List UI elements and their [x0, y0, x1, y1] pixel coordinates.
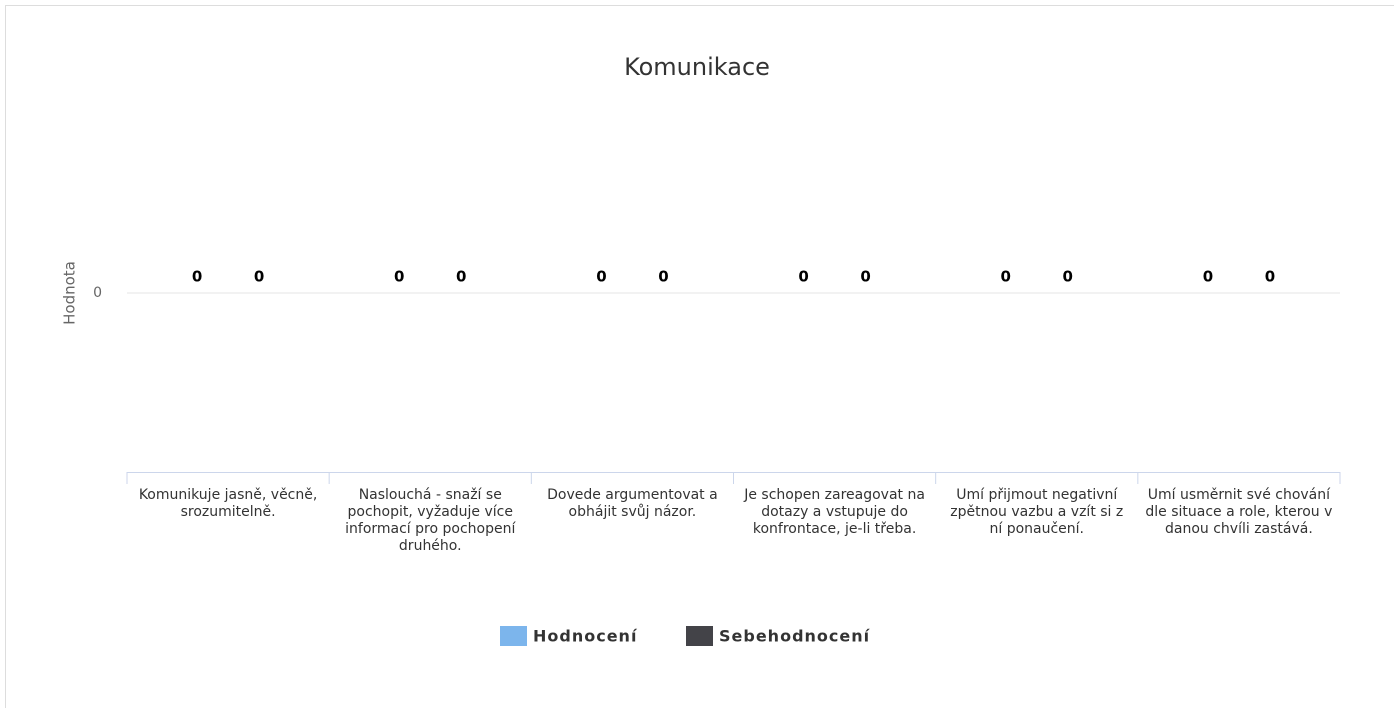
data-label: 0	[1063, 268, 1073, 286]
data-label: 0	[860, 268, 870, 286]
data-label: 0	[1203, 268, 1213, 286]
data-label: 0	[596, 268, 606, 286]
legend-swatch	[500, 626, 527, 646]
data-label: 0	[394, 268, 404, 286]
frame	[5, 5, 1394, 708]
x-tick-label: Dovede argumentovat a obhájit svůj názor…	[547, 487, 718, 520]
y-tick-label: 0	[93, 285, 102, 301]
data-label: 0	[1001, 268, 1011, 286]
data-label: 0	[1265, 268, 1275, 286]
x-tick-label: Naslouchá - snaží se pochopit, vyžaduje …	[345, 487, 516, 554]
x-tick-label: Umí usměrnit své chování dle situace a r…	[1145, 487, 1333, 537]
y-axis-title: Hodnota	[61, 261, 79, 325]
x-tick-label: Je schopen zareagovat na dotazy a vstupu…	[744, 487, 925, 537]
data-label: 0	[456, 268, 466, 286]
x-tick-label: Komunikuje jasně, věcně, srozumitelně.	[138, 487, 318, 520]
x-tick-label: Umí přijmout negativní zpětnou vazbu a v…	[950, 487, 1124, 537]
legend-swatch	[686, 626, 713, 646]
legend-label: Sebehodnocení	[719, 627, 871, 646]
data-label: 0	[658, 268, 668, 286]
data-label: 0	[192, 268, 202, 286]
data-label: 0	[798, 268, 808, 286]
data-label: 0	[254, 268, 264, 286]
chart-title: Komunikace	[624, 53, 770, 81]
legend-label: Hodnocení	[533, 627, 638, 646]
